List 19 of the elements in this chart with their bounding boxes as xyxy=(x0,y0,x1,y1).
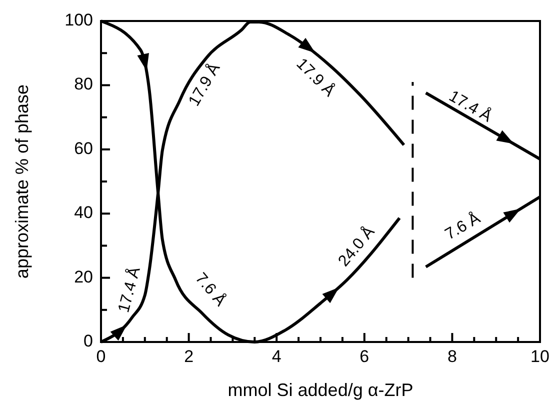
x-axis-title: mmol Si added/g α-ZrP xyxy=(228,380,414,400)
x-tick-label: 0 xyxy=(96,347,106,366)
x-tick-label: 10 xyxy=(530,347,550,366)
x-tick-label: 8 xyxy=(447,347,457,366)
x-tick-label: 2 xyxy=(184,347,194,366)
annotation: 17.4 Å xyxy=(114,264,144,314)
annotation: 7.6 Å xyxy=(442,209,484,244)
y-tick-label: 80 xyxy=(74,74,93,94)
annotation: 17.4 Å xyxy=(446,86,496,126)
annotation: 17.9 Å xyxy=(292,54,338,100)
y-tick-label: 0 xyxy=(84,331,93,350)
y-tick-label: 40 xyxy=(74,203,93,222)
annotation: 7.6 Å xyxy=(192,269,230,310)
x-tick-label: 6 xyxy=(360,347,370,366)
x-tick-label: 4 xyxy=(272,347,282,366)
y-tick-label: 60 xyxy=(74,138,93,158)
y-axis-title: approximate % of phase xyxy=(12,84,32,279)
y-tick-label: 100 xyxy=(64,10,93,30)
y-tick-label: 20 xyxy=(74,267,93,286)
